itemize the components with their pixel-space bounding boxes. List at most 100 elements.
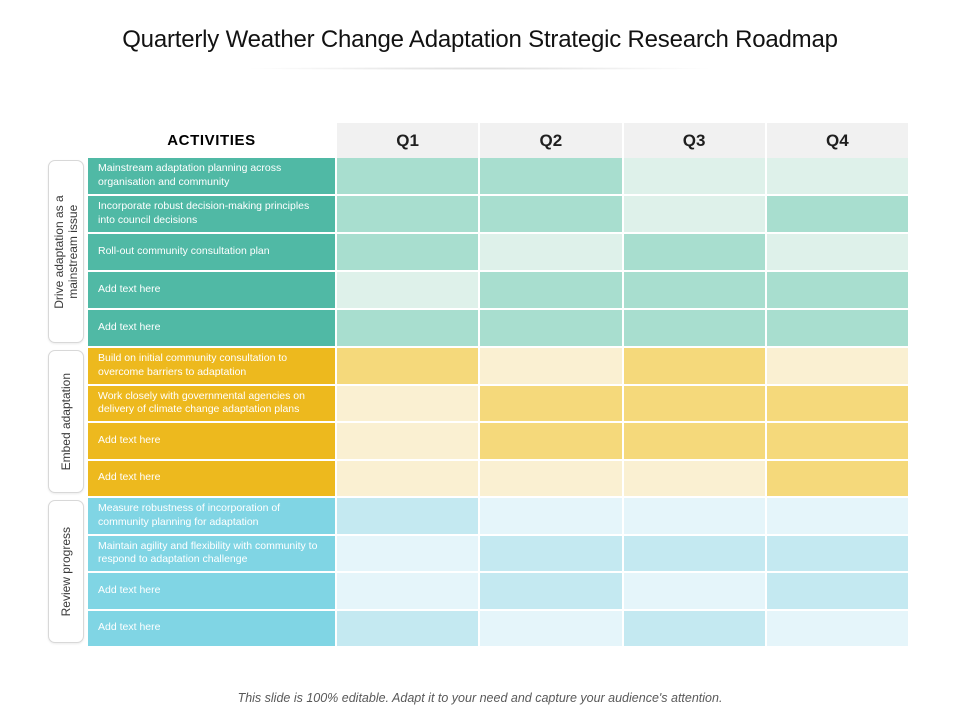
quarter-header: Q2: [480, 123, 624, 158]
table-row: Add text here: [88, 610, 908, 648]
quarter-cell: [480, 348, 624, 384]
table-row: Incorporate robust decision-making princ…: [88, 196, 908, 234]
quarter-cell: [480, 310, 624, 346]
table-row: Add text here: [88, 272, 908, 310]
table-row: Add text here: [88, 460, 908, 498]
quarter-cell: [623, 610, 767, 646]
quarter-cell: [623, 196, 767, 232]
section-label: Embed adaptation: [58, 372, 73, 471]
activity-cell: Maintain agility and flexibility with co…: [88, 535, 337, 571]
section: Review progress Measure robustness of inc…: [48, 498, 908, 648]
quarter-cell: [623, 423, 767, 459]
quarter-cell: [337, 610, 481, 646]
quarter-cell: [480, 498, 624, 534]
quarter-header: Q1: [337, 123, 481, 158]
quarter-cell: [766, 610, 908, 646]
quarter-cell: [623, 385, 767, 421]
quarter-cell: [480, 234, 624, 270]
sections: Drive adaptation as a mainstream issue Ma…: [48, 158, 908, 648]
quarter-cell: [623, 573, 767, 609]
quarter-cell: [623, 498, 767, 534]
quarter-cell: [623, 272, 767, 308]
quarter-cell: [480, 272, 624, 308]
quarter-cell: [480, 535, 624, 571]
footer-note: This slide is 100% editable. Adapt it to…: [237, 691, 723, 705]
section-rows: Measure robustness of incorporation of c…: [88, 498, 908, 648]
quarter-cell: [337, 196, 481, 232]
quarter-cell: [623, 460, 767, 496]
section-rail: Embed adaptation: [48, 348, 88, 498]
quarter-cell: [337, 348, 481, 384]
quarter-cell: [480, 460, 624, 496]
section: Drive adaptation as a mainstream issue Ma…: [48, 158, 908, 348]
section-label-box: Embed adaptation: [48, 350, 84, 493]
activity-cell: Add text here: [88, 272, 337, 308]
quarter-cell: [766, 573, 908, 609]
quarter-cell: [766, 158, 908, 194]
quarter-cell: [480, 610, 624, 646]
quarter-cell: [337, 535, 481, 571]
activity-cell: Add text here: [88, 310, 337, 346]
table-row: Mainstream adaptation planning across or…: [88, 158, 908, 196]
quarter-cell: [766, 535, 908, 571]
section-rail: Drive adaptation as a mainstream issue: [48, 158, 88, 348]
table-row: Maintain agility and flexibility with co…: [88, 535, 908, 573]
quarter-cell: [623, 310, 767, 346]
roadmap-table: ACTIVITIES Q1 Q2 Q3 Q4 Drive adaptation as …: [48, 123, 908, 648]
activity-cell: Add text here: [88, 610, 337, 646]
section: Embed adaptation Build on initial communi…: [48, 348, 908, 498]
activity-cell: Incorporate robust decision-making princ…: [88, 196, 337, 232]
quarter-cell: [480, 573, 624, 609]
quarter-cell: [766, 272, 908, 308]
activity-cell: Add text here: [88, 573, 337, 609]
title-divider: [250, 67, 710, 70]
table-row: Measure robustness of incorporation of c…: [88, 498, 908, 536]
quarter-cell: [480, 158, 624, 194]
quarter-cell: [623, 348, 767, 384]
quarter-cell: [337, 460, 481, 496]
quarter-cell: [337, 498, 481, 534]
quarter-cell: [337, 272, 481, 308]
quarter-cell: [337, 423, 481, 459]
quarter-cell: [623, 234, 767, 270]
section-label: Drive adaptation as a mainstream issue: [51, 194, 80, 309]
quarter-cell: [766, 460, 908, 496]
quarter-cell: [623, 158, 767, 194]
quarter-cell: [337, 573, 481, 609]
section-rows: Mainstream adaptation planning across or…: [88, 158, 908, 348]
section-rows: Build on initial community consultation …: [88, 348, 908, 498]
quarter-header: Q4: [766, 123, 908, 158]
table-row: Add text here: [88, 573, 908, 611]
quarter-header: Q3: [623, 123, 767, 158]
activity-cell: Add text here: [88, 460, 337, 496]
activity-cell: Mainstream adaptation planning across or…: [88, 158, 337, 194]
page-title: Quarterly Weather Change Adaptation Stra…: [122, 26, 838, 53]
activity-cell: Work closely with governmental agencies …: [88, 385, 337, 421]
activity-cell: Measure robustness of incorporation of c…: [88, 498, 337, 534]
quarter-cell: [337, 310, 481, 346]
quarter-cell: [337, 385, 481, 421]
quarter-cell: [766, 348, 908, 384]
quarter-cell: [337, 158, 481, 194]
section-label-box: Drive adaptation as a mainstream issue: [48, 160, 84, 343]
table-header-row: ACTIVITIES Q1 Q2 Q3 Q4: [88, 123, 908, 158]
quarter-cell: [480, 423, 624, 459]
quarter-cell: [480, 196, 624, 232]
quarter-cell: [766, 385, 908, 421]
activity-cell: Roll-out community consultation plan: [88, 234, 337, 270]
quarter-headers: Q1 Q2 Q3 Q4: [337, 123, 908, 158]
section-label-box: Review progress: [48, 500, 84, 643]
table-row: Roll-out community consultation plan: [88, 234, 908, 272]
table-row: Build on initial community consultation …: [88, 348, 908, 386]
table-row: Add text here: [88, 310, 908, 348]
section-rail: Review progress: [48, 498, 88, 648]
quarter-cell: [623, 535, 767, 571]
table-row: Add text here: [88, 423, 908, 461]
quarter-cell: [337, 234, 481, 270]
quarter-cell: [766, 196, 908, 232]
quarter-cell: [766, 310, 908, 346]
quarter-cell: [480, 385, 624, 421]
quarter-cell: [766, 234, 908, 270]
quarter-cell: [766, 498, 908, 534]
table-row: Work closely with governmental agencies …: [88, 385, 908, 423]
